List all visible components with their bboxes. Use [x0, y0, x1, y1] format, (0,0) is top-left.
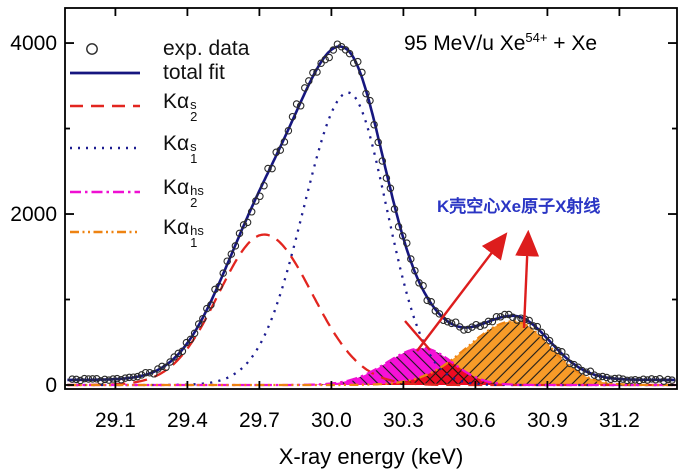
- legend-marker-total-fit: [70, 71, 140, 75]
- hatch-Ka1_hs: [67, 321, 676, 385]
- y-tick-label: 2000: [10, 203, 57, 226]
- legend-label: Kα hs 1: [163, 216, 204, 250]
- legend-label: total fit: [163, 61, 225, 84]
- legend-item-total-fit: total fit: [68, 58, 225, 88]
- legend-item-ka1hs: Kα hs 1: [68, 216, 204, 250]
- annotation-arrow: [416, 232, 508, 352]
- x-tick-label: 29.7: [239, 409, 280, 432]
- x-tick-label: 29.1: [95, 409, 136, 432]
- legend-label: Kα hs 2: [163, 176, 204, 210]
- annotation-leader-line: [404, 320, 431, 351]
- x-tick-label: 30.6: [455, 409, 496, 432]
- x-tick-label: 30.3: [383, 409, 424, 432]
- total-fit-curve: [67, 45, 676, 382]
- annotation-arrow: [515, 229, 540, 329]
- legend-marker-ka1hs: [70, 230, 140, 234]
- y-tick-label: 4000: [10, 32, 57, 55]
- legend-label: Kα s 1: [163, 132, 198, 166]
- plot-frame: [64, 7, 678, 390]
- beam-annotation: 95 MeV/u Xe54+ + Xe: [404, 30, 598, 55]
- legend-marker-ka1s: [70, 146, 140, 150]
- y-tick-label: 0: [45, 374, 57, 397]
- component-curve-Ka1_hs: [67, 320, 676, 387]
- legend-item-ka1s: Kα s 1: [68, 132, 198, 166]
- x-tick-label: 30.0: [311, 409, 352, 432]
- charge-state-superscript: 54+: [525, 30, 548, 45]
- legend-marker-exp-data: [86, 43, 98, 55]
- legend-item-ka2s: Kα s 2: [68, 90, 198, 124]
- legend-marker-ka2s: [70, 104, 140, 108]
- hollow-atom-annotation: K壳空心Xe原子X射线: [437, 197, 601, 216]
- legend-marker-ka2hs: [70, 190, 140, 194]
- legend-label: exp. data: [163, 37, 250, 60]
- legend-label: Kα s 2: [163, 90, 198, 124]
- hatch-Ka2_hs: [67, 348, 676, 385]
- x-tick-label: 29.4: [167, 409, 208, 432]
- x-tick-label: 31.2: [599, 409, 640, 432]
- legend-item-exp-data: exp. data: [68, 34, 249, 64]
- x-axis-title: X-ray energy (keV): [278, 444, 464, 469]
- legend-item-ka2hs: Kα hs 2: [68, 176, 204, 210]
- x-tick-label: 30.9: [527, 409, 568, 432]
- component-curve-Ka2_s: [67, 233, 676, 387]
- exp-data-points: [68, 40, 676, 385]
